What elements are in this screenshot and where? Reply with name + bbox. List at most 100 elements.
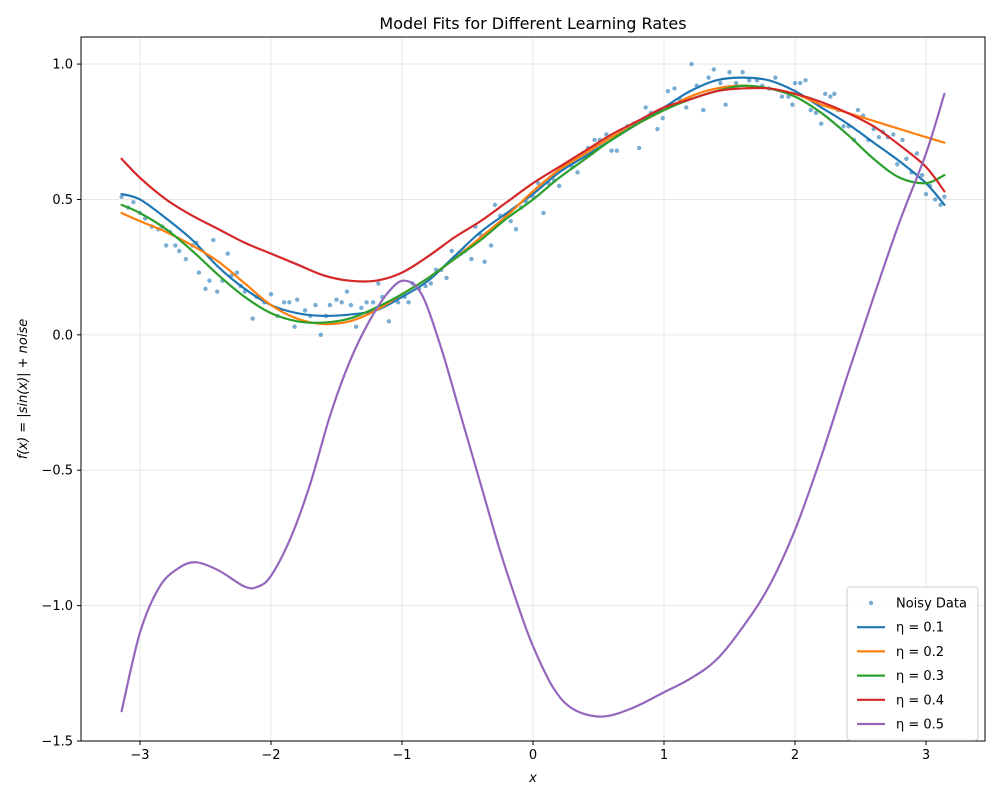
- data-point: [828, 94, 833, 99]
- data-point: [163, 243, 169, 248]
- data-point: [919, 172, 925, 178]
- data-point: [302, 308, 308, 313]
- data-point: [938, 202, 943, 208]
- data-point: [660, 116, 665, 121]
- data-point: [684, 105, 689, 110]
- y-tick-label: −0.5: [41, 464, 73, 479]
- data-point: [841, 124, 846, 129]
- data-point: [819, 121, 824, 126]
- data-point: [813, 110, 819, 116]
- data-point: [933, 197, 938, 202]
- data-point: [891, 132, 896, 137]
- series-line: [120, 86, 946, 283]
- series-line: [120, 84, 946, 324]
- data-point: [294, 297, 300, 302]
- data-point: [353, 324, 359, 329]
- legend-label: Noisy Data: [896, 597, 967, 612]
- y-axis: −1.5 −1.0 −0.5 0.0 0.5 1.0: [41, 58, 81, 750]
- data-point: [234, 270, 240, 275]
- data-point: [364, 300, 369, 305]
- data-point: [822, 91, 828, 97]
- data-point: [215, 289, 220, 294]
- legend-label: η = 0.2: [896, 645, 944, 660]
- data-point: [370, 300, 376, 305]
- data-point: [207, 278, 212, 283]
- data-point: [733, 80, 739, 86]
- data-point: [177, 248, 182, 254]
- data-point: [706, 75, 711, 80]
- data-point: [449, 248, 454, 254]
- legend-box: [846, 586, 979, 741]
- y-axis-label: f(x) = |sin(x)| + noise: [16, 319, 31, 460]
- data-point: [196, 270, 202, 275]
- data-point: [203, 286, 208, 292]
- data-point: [536, 181, 541, 186]
- legend-label: η = 0.1: [896, 621, 944, 636]
- data-point: [790, 102, 795, 107]
- y-tick-label: −1.0: [41, 599, 73, 614]
- x-tick-label: 1: [660, 748, 668, 763]
- data-point: [855, 107, 861, 113]
- x-axis-label: x: [528, 771, 537, 786]
- data-point: [395, 300, 401, 305]
- data-point: [376, 281, 381, 286]
- data-point: [541, 210, 546, 216]
- data-point: [281, 300, 287, 305]
- y-tick-label: 0.0: [52, 328, 73, 343]
- data-point: [513, 227, 519, 232]
- data-point: [740, 70, 745, 75]
- data-point: [746, 78, 752, 83]
- data-point: [313, 302, 318, 308]
- data-point: [292, 324, 297, 329]
- plot-area: [119, 61, 947, 718]
- data-point: [492, 202, 498, 208]
- y-tick-label: −1.5: [41, 735, 73, 750]
- data-point: [655, 126, 660, 132]
- series-line: [120, 84, 946, 326]
- data-point: [665, 88, 671, 94]
- data-point: [773, 75, 778, 80]
- data-point: [923, 191, 929, 197]
- data-point: [348, 302, 354, 308]
- data-point: [895, 162, 900, 167]
- data-point: [942, 194, 947, 199]
- data-point: [914, 151, 920, 156]
- legend-label: η = 0.4: [896, 693, 944, 708]
- data-point: [183, 256, 189, 262]
- data-point: [318, 332, 323, 338]
- data-point: [689, 61, 694, 67]
- data-point: [779, 94, 785, 99]
- x-tick-label: 0: [529, 748, 537, 763]
- data-point: [636, 145, 642, 151]
- data-point: [727, 70, 732, 75]
- data-point: [359, 305, 364, 310]
- data-point: [614, 148, 620, 153]
- data-point: [672, 86, 677, 91]
- data-point: [327, 302, 333, 308]
- x-tick-label: −3: [130, 748, 149, 763]
- data-point: [798, 80, 803, 86]
- y-tick-label: 0.5: [52, 193, 73, 208]
- data-point: [808, 107, 813, 113]
- x-tick-label: 3: [922, 748, 930, 763]
- data-point: [718, 80, 723, 86]
- data-point: [557, 183, 562, 189]
- data-point: [508, 218, 513, 224]
- data-point: [904, 156, 909, 162]
- legend: Noisy Data η = 0.1 η = 0.2 η = 0.3 η = 0.4 η …: [846, 586, 979, 741]
- data-point: [575, 170, 580, 175]
- x-tick-label: −1: [392, 748, 411, 763]
- data-point: [786, 94, 791, 99]
- data-point: [386, 319, 392, 324]
- legend-marker: [868, 600, 874, 606]
- data-point: [604, 132, 609, 137]
- data-point: [444, 275, 449, 281]
- data-point: [173, 243, 178, 248]
- data-point: [344, 289, 350, 294]
- data-point: [803, 78, 808, 83]
- data-point: [723, 102, 728, 107]
- data-point: [482, 259, 487, 264]
- data-point: [876, 134, 882, 140]
